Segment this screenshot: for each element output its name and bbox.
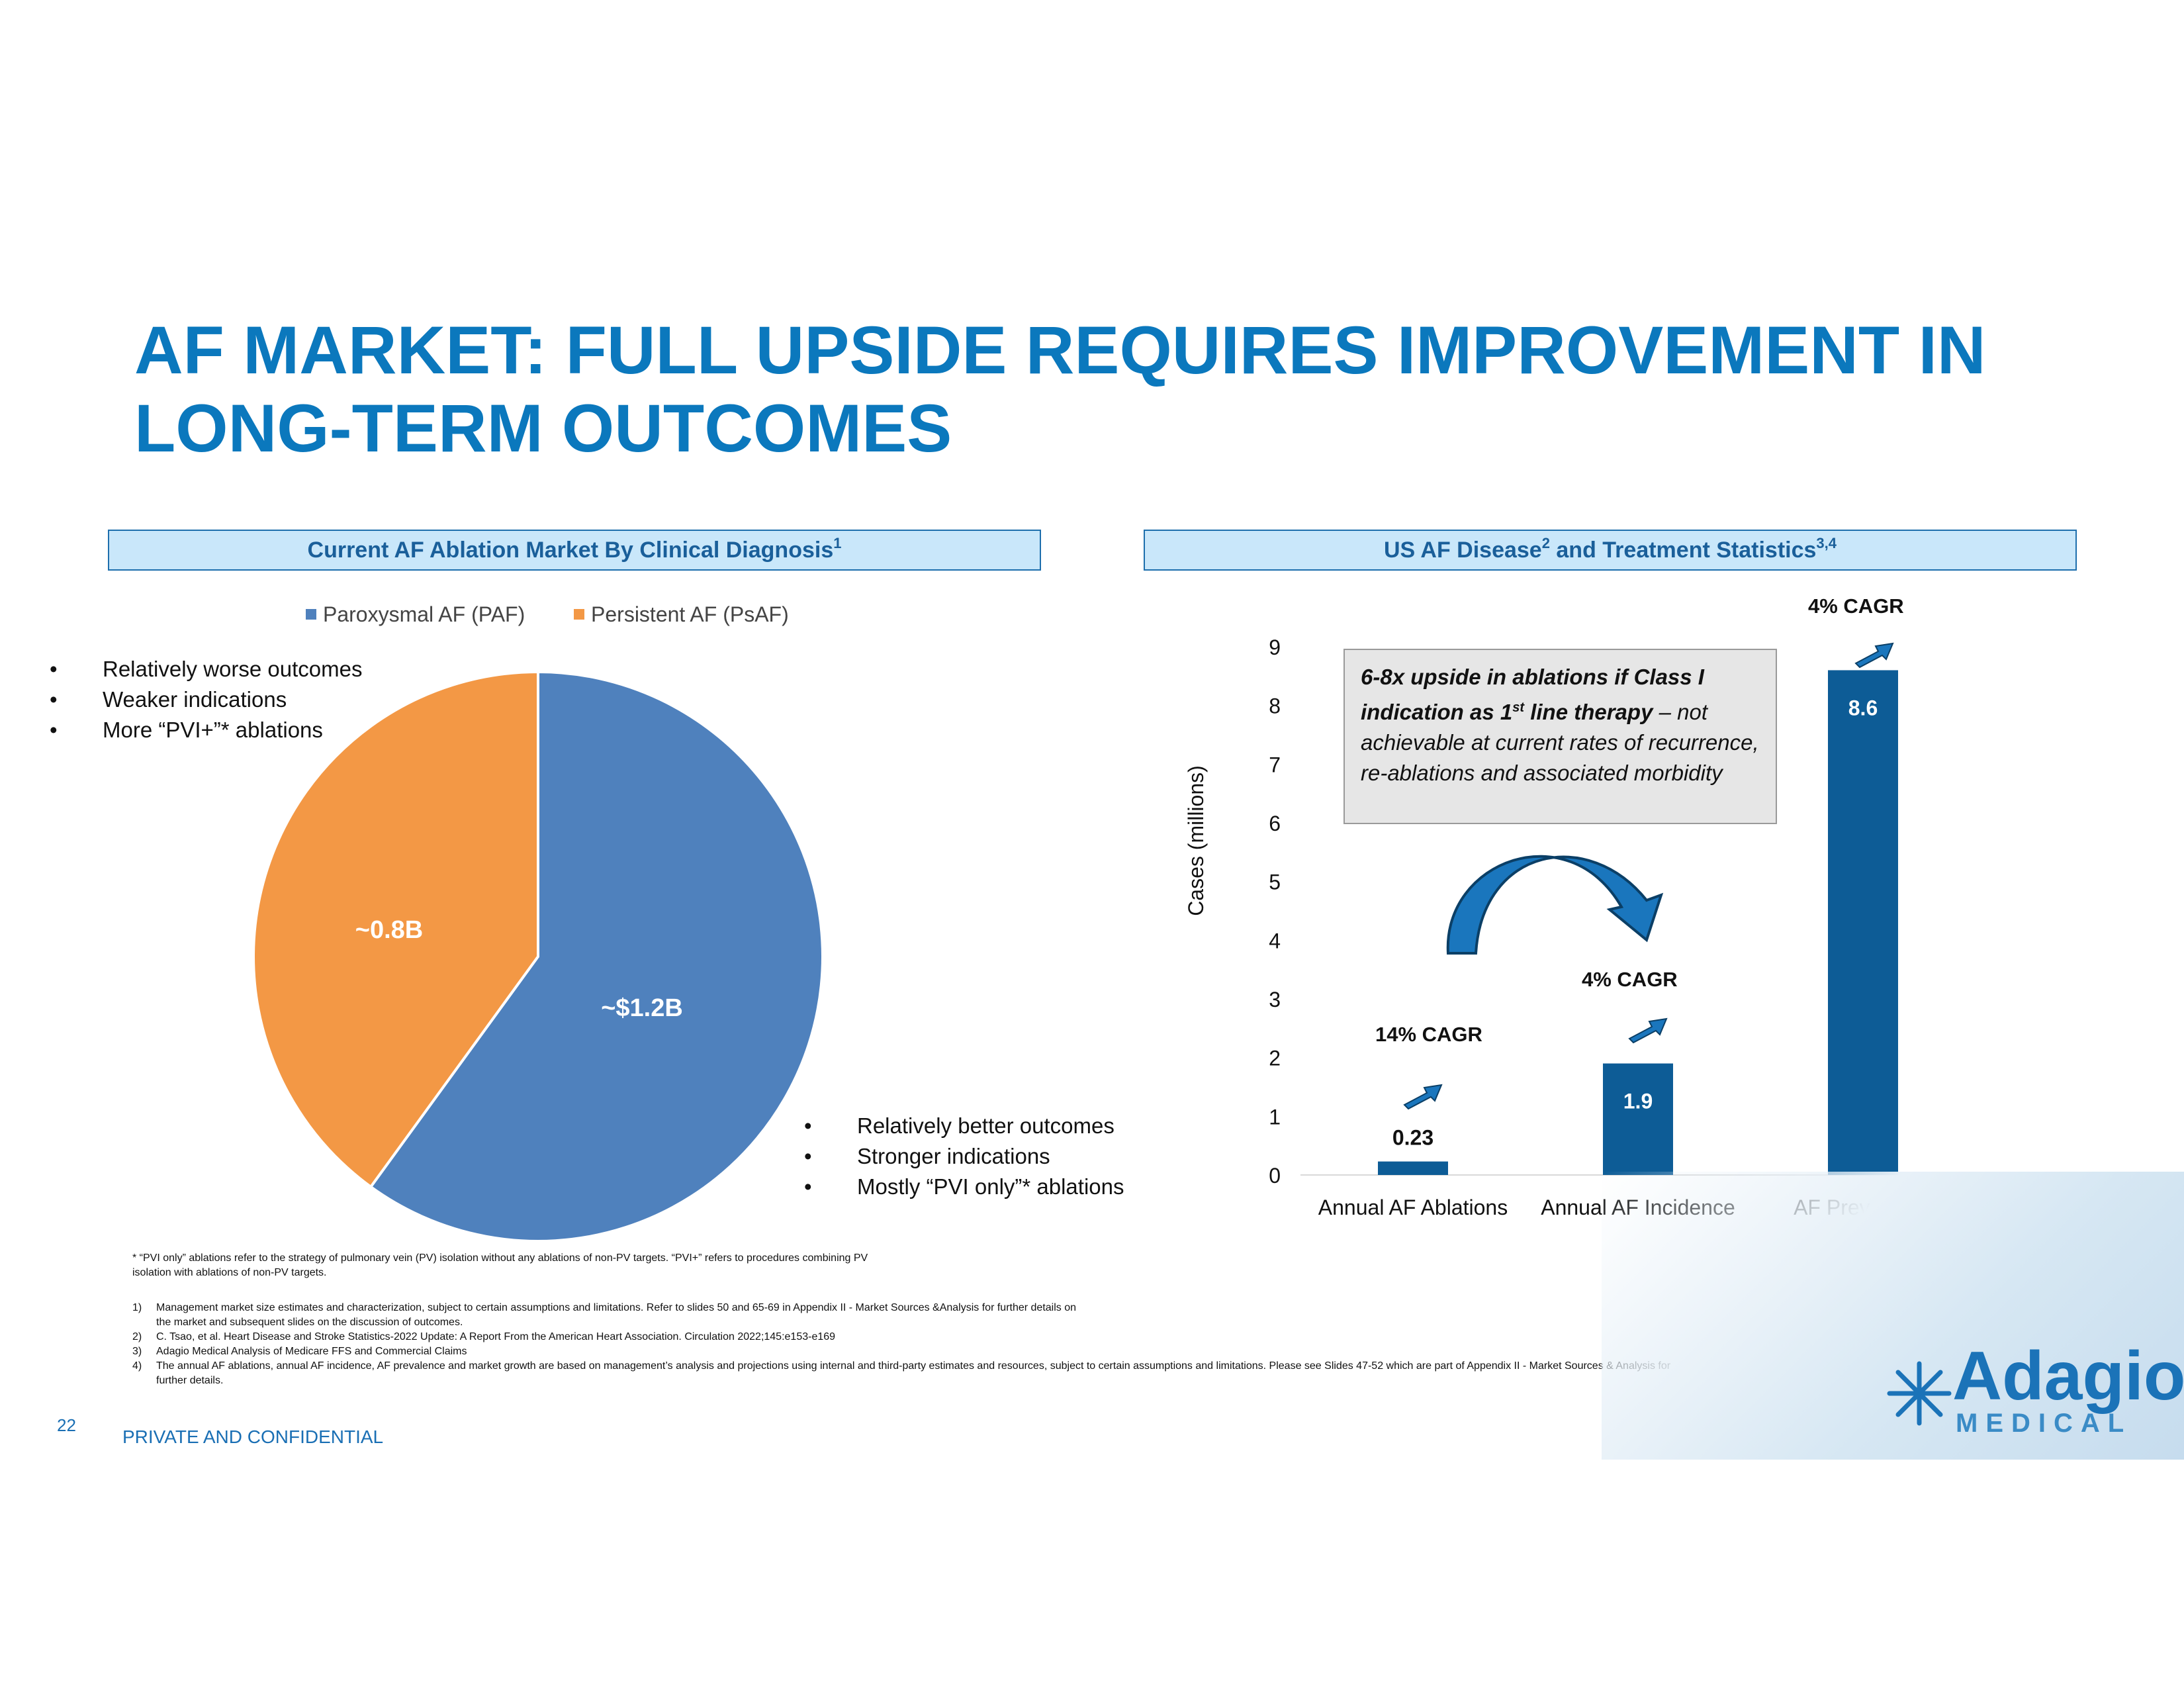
right-header-sup-b: 3,4 [1816,535,1837,551]
right-section-header: US AF Disease2 and Treatment Statistics3… [1144,530,2077,571]
legend-swatch-psaf [574,609,585,620]
bullet-dot: • [50,687,58,712]
callout-bold-a: 6-8x upside in ablations if Class I indi… [1361,665,1704,724]
legend-label-paf: Paroxysmal AF (PAF) [323,602,525,626]
y-tick-label: 4 [1269,929,1281,953]
legend-item-psaf: Persistent AF (PsAF) [574,602,789,626]
pie-slice-paf [369,670,824,1243]
bullet-dot: • [804,1174,812,1199]
footnote-item: 2) C. Tsao, et al. Heart Disease and Stro… [132,1330,1701,1344]
title-line-1: AF MARKET: FULL UPSIDE REQUIRES IMPROVEM… [134,312,1986,388]
y-tick-label: 0 [1269,1164,1281,1188]
left-header-sup: 1 [833,535,842,551]
bullet-dot: • [50,718,58,742]
y-tick-label: 8 [1269,694,1281,718]
callout-sup: st [1512,700,1525,715]
footnote-list: 1) Management market size estimates and c… [132,1301,1701,1388]
left-section-header: Current AF Ablation Market By Clinical D… [108,530,1041,571]
footnote-item: 3) Adagio Medical Analysis of Medicare FF… [132,1344,1701,1359]
right-header-text-a: US AF Disease [1383,538,1542,563]
bar-value-label: 8.6 [1848,696,1878,720]
bullets-paf: • Relatively better outcomes • Stronger in… [804,1111,1124,1202]
pie-label-psaf: ~0.8B [355,916,423,944]
bar [1378,1161,1448,1175]
bullet-item: • Relatively better outcomes [804,1111,1124,1141]
right-header-text-b: and Treatment Statistics [1549,538,1817,563]
y-tick-label: 5 [1269,870,1281,894]
bar [1828,670,1898,1175]
upside-callout: 6-8x upside in ablations if Class I indi… [1343,649,1777,824]
company-logo: AdagioTM [1952,1337,2184,1416]
bullet-text: More “PVI+”* ablations [103,718,323,742]
footnote-item: 4) The annual AF ablations, annual AF inc… [132,1359,1701,1388]
y-tick-label: 9 [1269,635,1281,659]
curved-arrow-icon [1446,855,1664,955]
legend-item-paf: Paroxysmal AF (PAF) [306,602,525,626]
callout-bold-b: line therapy [1524,700,1653,724]
callout-rest: – not achievable at current rates of rec… [1361,700,1759,785]
bullet-text: Mostly “PVI only”* ablations [857,1174,1124,1199]
growth-arrow-icon [1403,1084,1443,1110]
y-tick-label: 6 [1269,812,1281,835]
logo-name: Adagio [1952,1338,2184,1415]
page-number: 22 [57,1415,76,1435]
legend-swatch-paf [306,609,316,620]
bar-value-label: 1.9 [1623,1090,1653,1113]
bullet-dot: • [804,1113,812,1138]
cagr-prevalence: 4% CAGR [1808,594,1904,618]
bullet-text: Stronger indications [857,1144,1050,1168]
footnote-num: 4) [132,1360,142,1372]
bullet-dot: • [804,1144,812,1168]
page-title: AF MARKET: FULL UPSIDE REQUIRES IMPROVEM… [134,311,2087,467]
growth-arrow-icon [1628,1017,1668,1044]
footnote-num: 1) [132,1302,142,1313]
footnote-num: 2) [132,1331,142,1342]
pie-legend: Paroxysmal AF (PAF) Persistent AF (PsAF) [306,602,789,627]
y-tick-label: 3 [1269,988,1281,1011]
bullet-item: • Mostly “PVI only”* ablations [804,1172,1124,1202]
y-axis-label: Cases (millions) [1184,765,1208,916]
bullets-psaf: • Relatively worse outcomes • Weaker indic… [50,654,363,745]
growth-arrow-icon [1854,642,1894,669]
bullet-item: • Relatively worse outcomes [50,654,363,684]
footnote-text: Adagio Medical Analysis of Medicare FFS … [156,1346,467,1357]
snowflake-icon [1887,1361,1952,1426]
pie-chart-full: ~$1.2B ~0.8B [252,670,824,1243]
logo-backdrop [1602,1172,2184,1460]
x-tick-label: Annual AF Ablations [1318,1196,1508,1219]
left-header-text: Current AF Ablation Market By Clinical D… [307,538,834,563]
bullet-item: • More “PVI+”* ablations [50,715,363,745]
pie-label-paf: ~$1.2B [601,994,683,1022]
bullet-item: • Weaker indications [50,684,363,715]
confidential-footer: PRIVATE AND CONFIDENTIAL [122,1427,384,1447]
footnote-num: 3) [132,1346,142,1357]
bar [1603,1063,1673,1175]
bullet-item: • Stronger indications [804,1141,1124,1172]
footnote-text: C. Tsao, et al. Heart Disease and Stroke… [156,1331,836,1342]
bullet-text: Relatively better outcomes [857,1113,1115,1138]
legend-label-psaf: Persistent AF (PsAF) [591,602,789,626]
cagr-ablations: 14% CAGR [1375,1023,1482,1046]
title-line-2: LONG-TERM OUTCOMES [134,391,952,466]
bullet-dot: • [50,657,58,681]
logo-subtitle: MEDICAL [1956,1409,2132,1438]
y-tick-label: 2 [1269,1047,1281,1070]
footnote-text: The annual AF ablations, annual AF incid… [156,1360,1671,1386]
y-tick-label: 7 [1269,753,1281,776]
bar-value-label: 0.23 [1392,1126,1433,1150]
right-header-sup-a: 2 [1541,535,1550,551]
bullet-text: Weaker indications [103,687,287,712]
y-tick-label: 1 [1269,1105,1281,1129]
cagr-incidence: 4% CAGR [1582,968,1678,991]
footnote-item: 1) Management market size estimates and c… [132,1301,1079,1330]
footnote-pvi: * “PVI only” ablations refer to the stra… [132,1252,868,1278]
footnote-text: Management market size estimates and cha… [156,1302,1077,1328]
pie-slice-psaf [252,670,539,1189]
bullet-text: Relatively worse outcomes [103,657,363,681]
